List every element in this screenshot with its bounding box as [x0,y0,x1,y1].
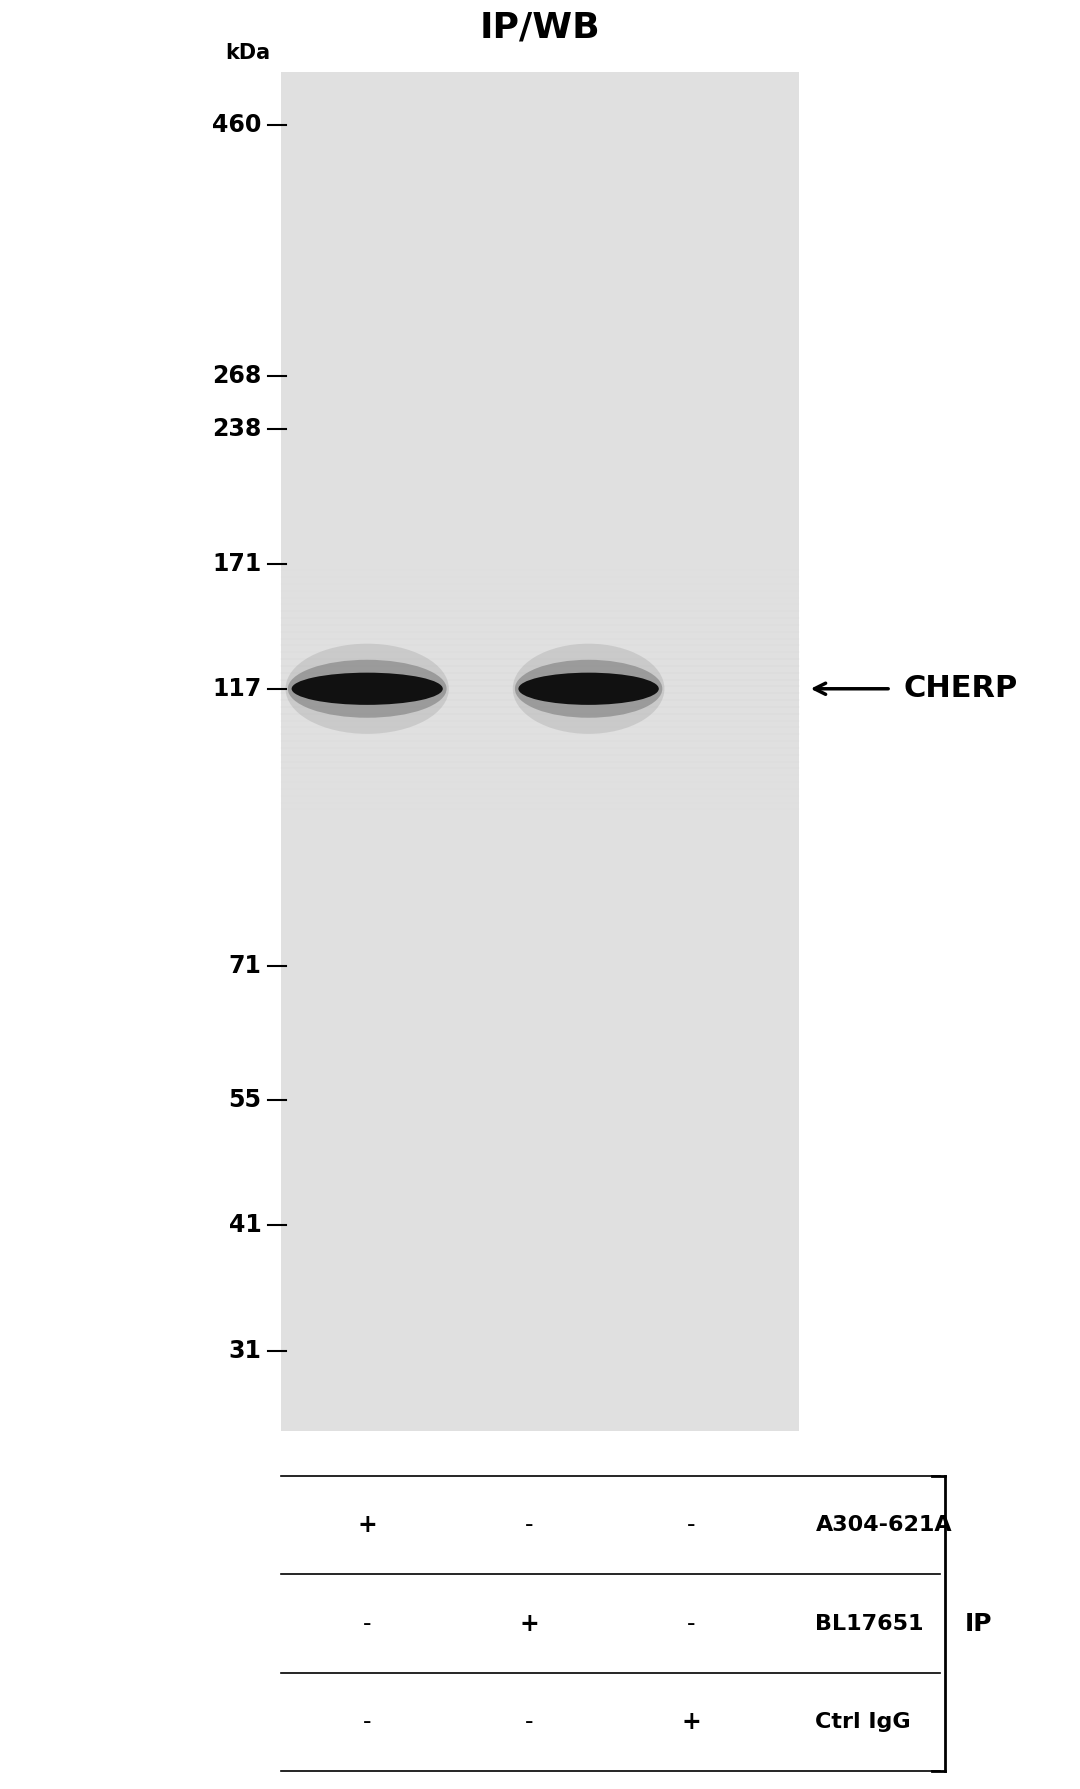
Text: +: + [681,1710,701,1734]
Text: 171: 171 [212,551,261,576]
Text: 117: 117 [212,676,261,701]
Text: A304-621A: A304-621A [815,1515,953,1535]
Text: -: - [687,1612,696,1635]
Text: IP: IP [964,1612,991,1635]
Ellipse shape [515,660,662,717]
Text: -: - [687,1513,696,1537]
Ellipse shape [292,673,443,705]
Text: CHERP: CHERP [904,674,1018,703]
Text: -: - [363,1710,372,1734]
Text: -: - [525,1710,534,1734]
Ellipse shape [285,644,449,733]
Text: 460: 460 [212,113,261,138]
Ellipse shape [518,673,659,705]
Text: IP/WB: IP/WB [480,11,600,45]
Text: 238: 238 [212,417,261,442]
Ellipse shape [288,660,447,717]
Text: 41: 41 [229,1213,261,1238]
Text: 268: 268 [212,363,261,388]
Text: 31: 31 [229,1338,261,1363]
Text: Ctrl IgG: Ctrl IgG [815,1712,912,1732]
Text: 71: 71 [229,954,261,979]
Text: +: + [519,1612,539,1635]
Text: kDa: kDa [225,43,270,63]
Text: -: - [363,1612,372,1635]
Text: 55: 55 [228,1088,261,1113]
Bar [281,72,799,1431]
Text: +: + [357,1513,377,1537]
Text: BL17651: BL17651 [815,1614,923,1633]
Text: -: - [525,1513,534,1537]
Ellipse shape [513,644,664,733]
